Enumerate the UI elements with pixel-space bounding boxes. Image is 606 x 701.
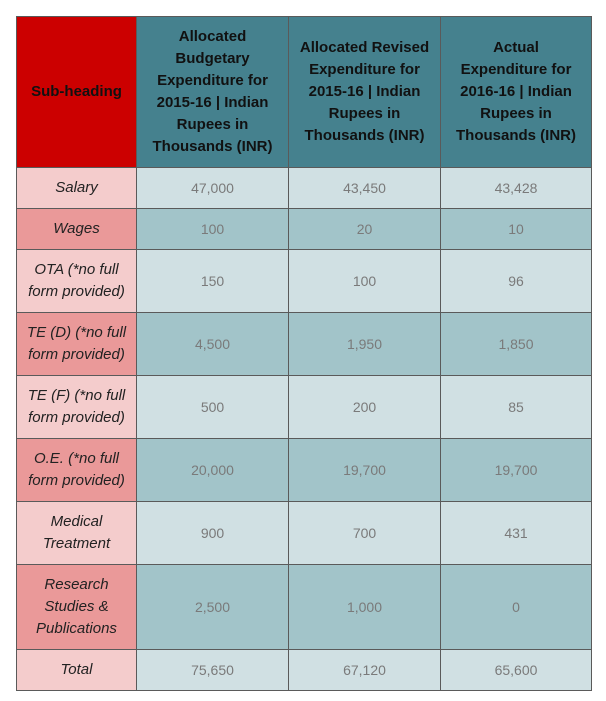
table-row: OTA (*no full form provided) 150 100 96 xyxy=(16,249,592,313)
cell-actual: 85 xyxy=(440,375,592,439)
row-label: O.E. (*no full form provided) xyxy=(16,438,137,502)
cell-actual: 96 xyxy=(440,249,592,313)
cell-revised: 19,700 xyxy=(288,438,441,502)
table-row: O.E. (*no full form provided) 20,000 19,… xyxy=(16,438,592,502)
cell-actual: 65,600 xyxy=(440,649,592,691)
cell-revised: 700 xyxy=(288,501,441,565)
table-row: Wages 100 20 10 xyxy=(16,208,592,250)
row-label: Total xyxy=(16,649,137,691)
row-label: Salary xyxy=(16,167,137,209)
table-row: Research Studies & Publications 2,500 1,… xyxy=(16,564,592,650)
table-row: Medical Treatment 900 700 431 xyxy=(16,501,592,565)
cell-budgetary: 500 xyxy=(136,375,289,439)
cell-revised: 43,450 xyxy=(288,167,441,209)
header-row: Sub-heading Allocated Budgetary Expendit… xyxy=(16,16,592,168)
cell-revised: 1,950 xyxy=(288,312,441,376)
header-allocated-budgetary: Allocated Budgetary Expenditure for 2015… xyxy=(136,16,289,168)
table-row: TE (F) (*no full form provided) 500 200 … xyxy=(16,375,592,439)
header-actual-expenditure: Actual Expenditure for 2016-16 | Indian … xyxy=(440,16,592,168)
header-allocated-revised: Allocated Revised Expenditure for 2015-1… xyxy=(288,16,441,168)
cell-budgetary: 100 xyxy=(136,208,289,250)
cell-actual: 43,428 xyxy=(440,167,592,209)
row-label: TE (D) (*no full form provided) xyxy=(16,312,137,376)
cell-budgetary: 75,650 xyxy=(136,649,289,691)
row-label: Wages xyxy=(16,208,137,250)
cell-budgetary: 150 xyxy=(136,249,289,313)
expenditure-table: Sub-heading Allocated Budgetary Expendit… xyxy=(16,16,592,691)
cell-actual: 0 xyxy=(440,564,592,650)
row-label: TE (F) (*no full form provided) xyxy=(16,375,137,439)
cell-budgetary: 47,000 xyxy=(136,167,289,209)
header-sub-heading: Sub-heading xyxy=(16,16,137,168)
cell-revised: 100 xyxy=(288,249,441,313)
cell-budgetary: 4,500 xyxy=(136,312,289,376)
cell-actual: 431 xyxy=(440,501,592,565)
row-label: Medical Treatment xyxy=(16,501,137,565)
table-row: Salary 47,000 43,450 43,428 xyxy=(16,167,592,209)
cell-budgetary: 900 xyxy=(136,501,289,565)
cell-budgetary: 20,000 xyxy=(136,438,289,502)
row-label: OTA (*no full form provided) xyxy=(16,249,137,313)
row-label: Research Studies & Publications xyxy=(16,564,137,650)
cell-budgetary: 2,500 xyxy=(136,564,289,650)
cell-revised: 1,000 xyxy=(288,564,441,650)
table-row-total: Total 75,650 67,120 65,600 xyxy=(16,649,592,691)
cell-revised: 67,120 xyxy=(288,649,441,691)
table-row: TE (D) (*no full form provided) 4,500 1,… xyxy=(16,312,592,376)
cell-actual: 10 xyxy=(440,208,592,250)
cell-revised: 200 xyxy=(288,375,441,439)
cell-actual: 19,700 xyxy=(440,438,592,502)
cell-actual: 1,850 xyxy=(440,312,592,376)
cell-revised: 20 xyxy=(288,208,441,250)
